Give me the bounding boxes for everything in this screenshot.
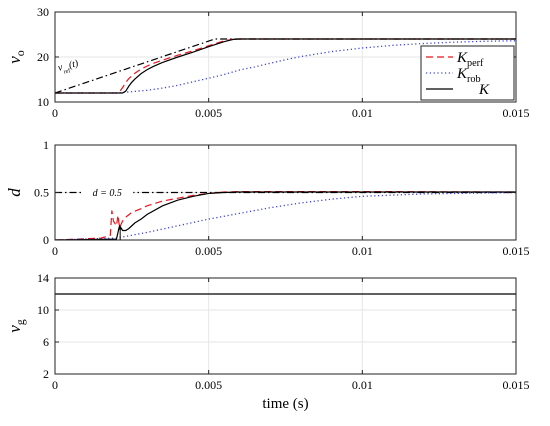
x-tick-label: 0 [52,244,58,258]
x-tick-label: 0 [52,106,58,120]
x-tick-label: 0.005 [195,106,222,120]
dip-arrow-head [117,225,123,230]
panel-vg: 0 0.005 0.01 0.015 2 6 10 14 vg time (s) [5,271,530,412]
y-tick-label: 0 [43,233,49,247]
y-tick-label: 1 [43,138,49,152]
y-tick-label: 2 [43,367,49,381]
x-tick-label: 0.015 [503,106,530,120]
legend-box [420,45,515,101]
vref-annotation: vref(t) [57,58,81,77]
y-tick-label: 0.5 [34,186,49,200]
y-tick-label: 14 [37,271,49,285]
legend-krob-label: Krob [456,66,481,85]
x-tick-label: 0.01 [352,106,373,120]
x-tick-label: 0.01 [352,378,373,392]
x-tick-label: 0.015 [503,378,530,392]
y-tick-label: 10 [37,95,49,109]
y-axis-label: vg [5,319,27,333]
vo-krob-line [55,40,516,94]
legend-k-label: K [478,82,490,98]
d-krob-line [55,191,516,240]
annotation-background [81,184,134,199]
vo-k-line [55,38,516,94]
x-tick-label: 0.005 [195,244,222,258]
x-axis-label: time (s) [262,396,308,412]
plot-area [55,278,516,374]
y-tick-label: 30 [37,5,49,19]
x-tick-label: 0.01 [352,244,373,258]
x-tick-label: 0.015 [503,244,530,258]
d-k-line [55,191,516,240]
legend-kperf-label: Kperf [456,50,484,69]
y-axis-label: d [5,188,24,197]
x-tick-label: 0 [52,378,58,392]
panel-d: 0 0.005 0.01 0.015 0 0.5 1 d d = 0.5 [5,138,530,258]
duty-annotation: d = 0.5 [93,188,122,199]
y-axis-label: vo [5,50,27,64]
y-tick-label: 10 [37,303,49,317]
y-tick-label: 20 [37,50,49,64]
x-tick-label: 0.005 [195,378,222,392]
y-tick-label: 6 [43,335,49,349]
axes-frame [54,277,517,375]
